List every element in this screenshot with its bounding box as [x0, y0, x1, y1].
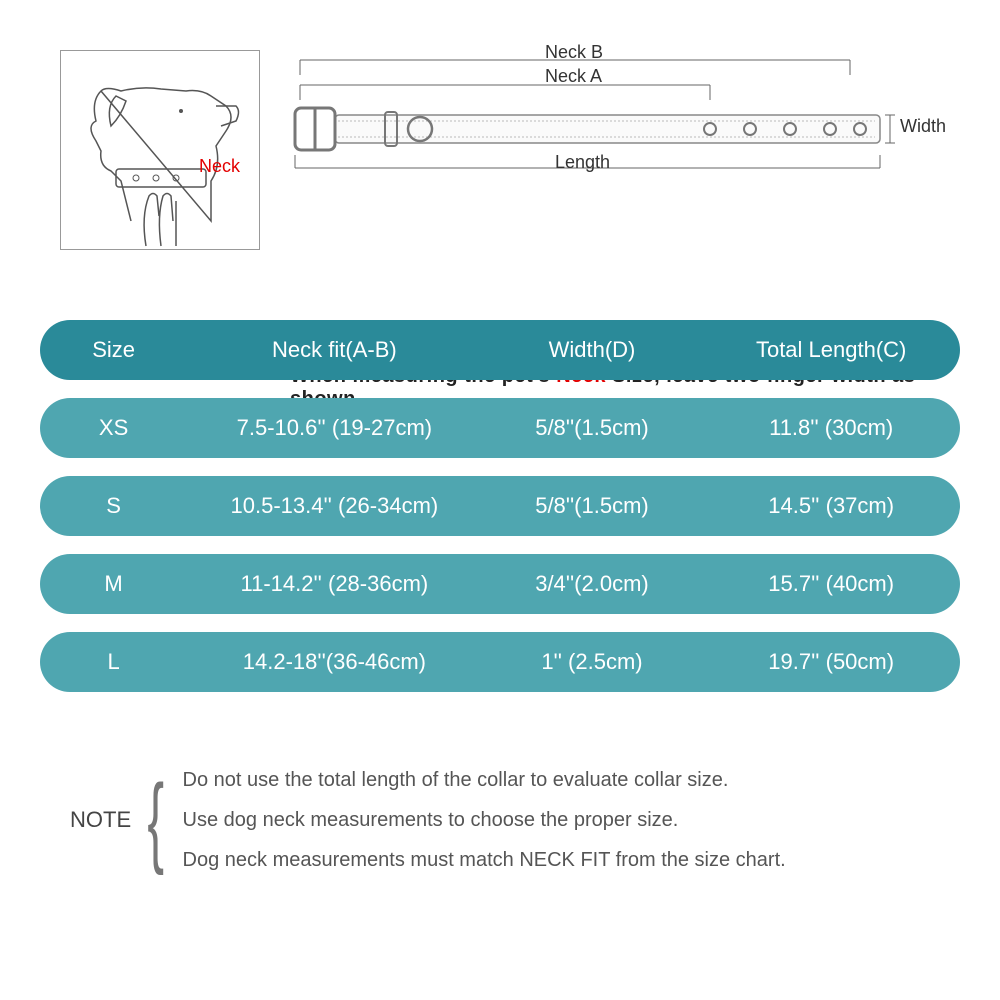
table-row: M 11-14.2'' (28-36cm) 3/4''(2.0cm) 15.7'…: [40, 554, 960, 614]
dog-illustration: [61, 51, 261, 251]
table-row: XS 7.5-10.6'' (19-27cm) 5/8''(1.5cm) 11.…: [40, 398, 960, 458]
cell-neckfit: 14.2-18''(36-46cm): [187, 649, 481, 675]
note-line: Dog neck measurements must match NECK FI…: [183, 840, 786, 880]
note-line: Use dog neck measurements to choose the …: [183, 800, 786, 840]
header-size: Size: [40, 337, 187, 363]
cell-size: L: [40, 649, 187, 675]
note-label: NOTE: [70, 807, 131, 833]
cell-neckfit: 10.5-13.4'' (26-34cm): [187, 493, 481, 519]
header-neckfit: Neck fit(A-B): [187, 337, 481, 363]
header-length: Total Length(C): [702, 337, 960, 363]
cell-width: 1'' (2.5cm): [482, 649, 703, 675]
dog-illustration-box: Neck: [60, 50, 260, 250]
cell-length: 14.5'' (37cm): [702, 493, 960, 519]
cell-length: 15.7'' (40cm): [702, 571, 960, 597]
table-header-row: Size Neck fit(A-B) Width(D) Total Length…: [40, 320, 960, 380]
note-section: NOTE { Do not use the total length of th…: [70, 760, 960, 880]
cell-width: 3/4''(2.0cm): [482, 571, 703, 597]
cell-width: 5/8''(1.5cm): [482, 493, 703, 519]
cell-neckfit: 11-14.2'' (28-36cm): [187, 571, 481, 597]
cell-size: M: [40, 571, 187, 597]
note-line: Do not use the total length of the colla…: [183, 760, 786, 800]
table-row: L 14.2-18''(36-46cm) 1'' (2.5cm) 19.7'' …: [40, 632, 960, 692]
neck-label: Neck: [199, 156, 240, 177]
cell-size: S: [40, 493, 187, 519]
width-label: Width: [900, 116, 946, 137]
neck-b-label: Neck B: [545, 42, 603, 63]
length-label: Length: [555, 152, 610, 173]
brace-icon: {: [147, 775, 164, 865]
collar-svg: [290, 50, 950, 200]
cell-length: 19.7'' (50cm): [702, 649, 960, 675]
neck-a-label: Neck A: [545, 66, 602, 87]
header-width: Width(D): [482, 337, 703, 363]
size-table: Size Neck fit(A-B) Width(D) Total Length…: [40, 320, 960, 710]
note-lines: Do not use the total length of the colla…: [183, 760, 786, 880]
table-row: S 10.5-13.4'' (26-34cm) 5/8''(1.5cm) 14.…: [40, 476, 960, 536]
cell-length: 11.8'' (30cm): [702, 415, 960, 441]
cell-size: XS: [40, 415, 187, 441]
cell-width: 5/8''(1.5cm): [482, 415, 703, 441]
cell-neckfit: 7.5-10.6'' (19-27cm): [187, 415, 481, 441]
